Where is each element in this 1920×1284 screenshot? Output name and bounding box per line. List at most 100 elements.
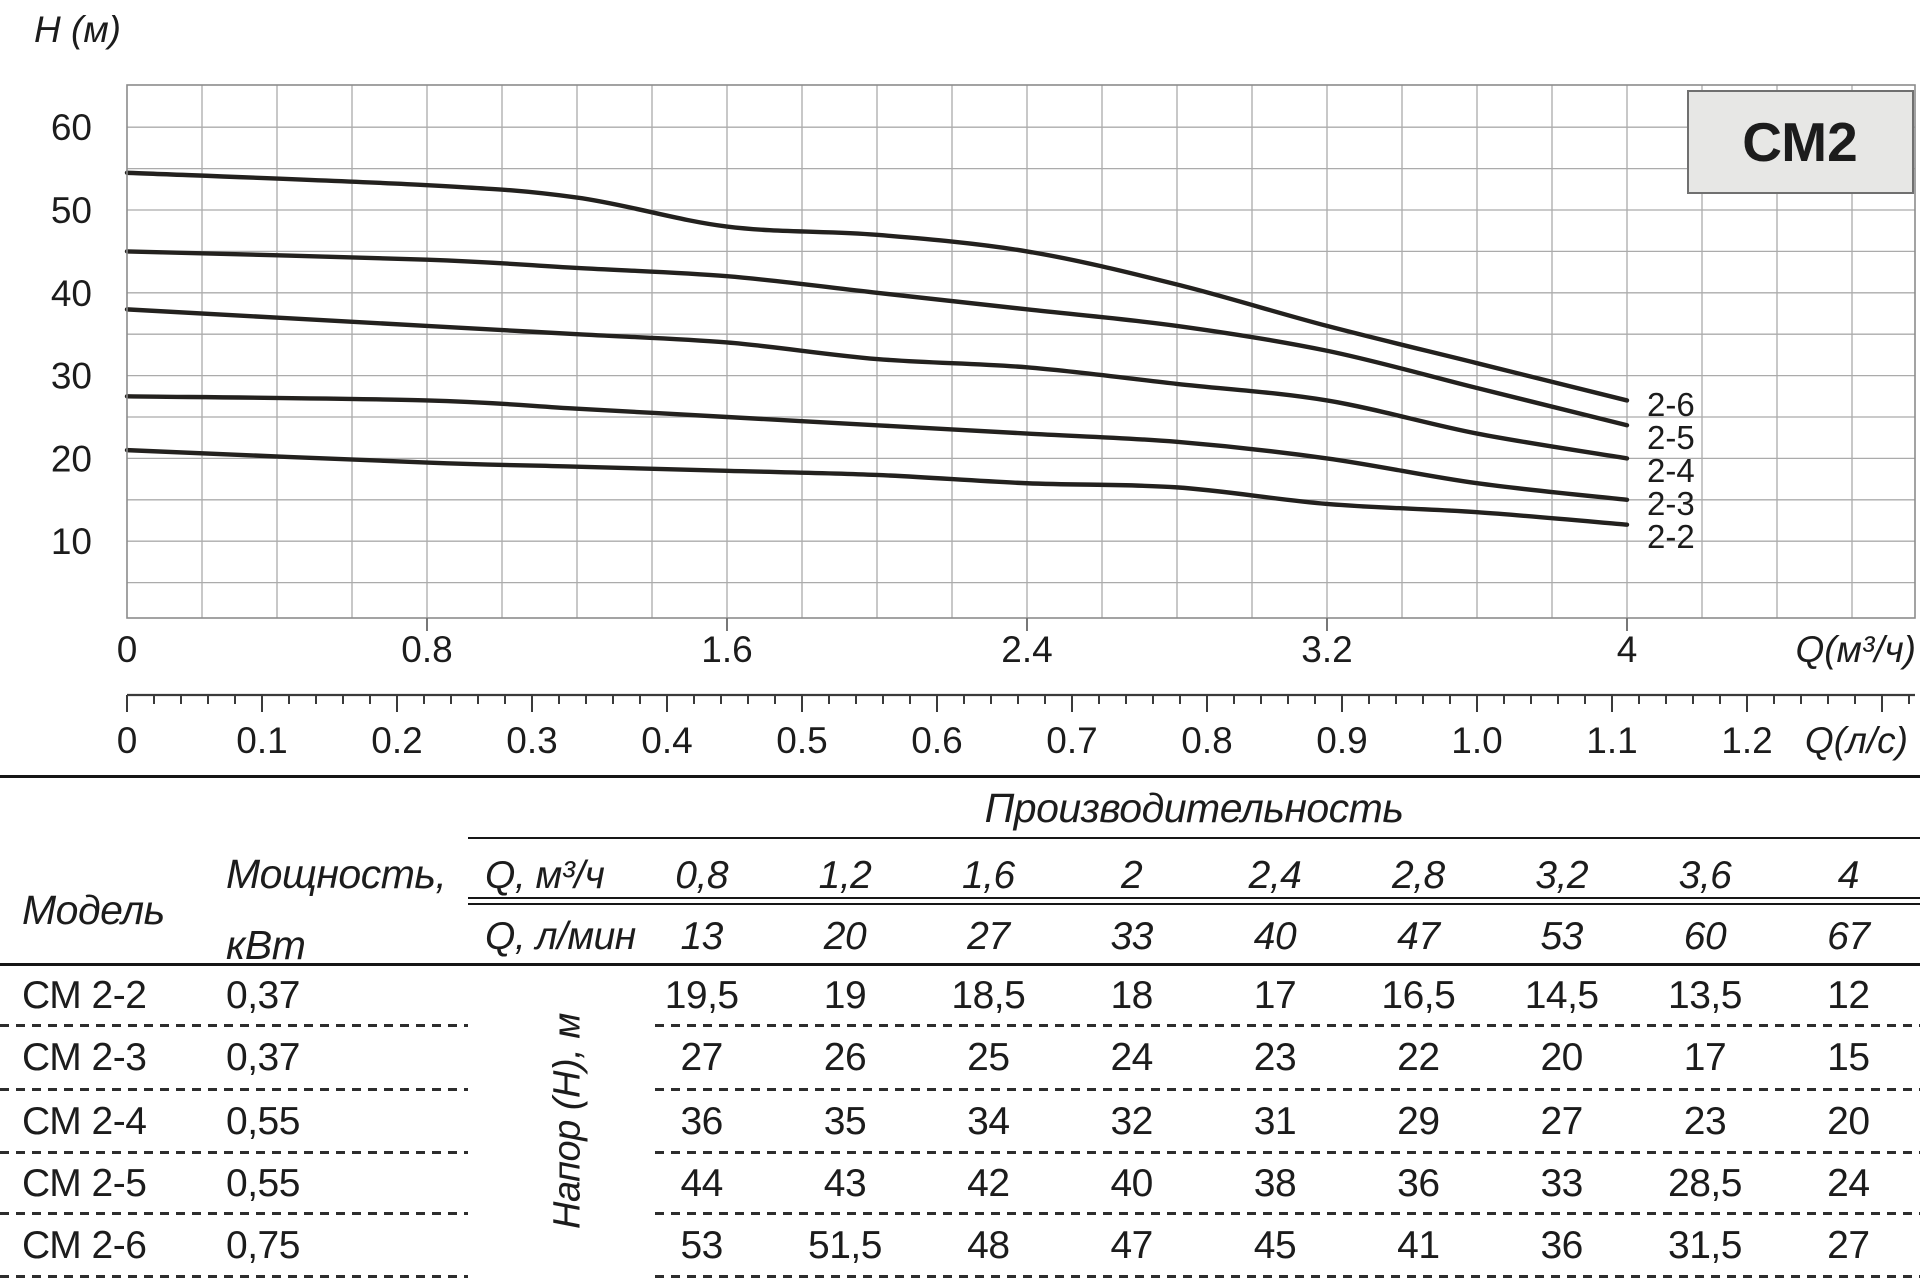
model-cell: СМ 2-6	[22, 1224, 147, 1267]
head-value-cell: 35	[823, 1100, 867, 1143]
model-cell: СМ 2-3	[22, 1036, 147, 1079]
pump-curves	[124, 170, 1630, 527]
ruler-tick-label: 0.5	[776, 720, 827, 761]
row-separator-left	[0, 1151, 468, 1154]
power-cell: 0,37	[226, 1036, 300, 1079]
x-tick-label: 3.2	[1301, 629, 1352, 670]
q-lmin-value: 27	[967, 915, 1010, 958]
head-value-cell: 19,5	[664, 974, 739, 1017]
ruler-tick-label: 0	[117, 720, 138, 761]
table-rule-top	[0, 775, 1920, 778]
head-value-cell: 42	[967, 1162, 1010, 1205]
y-axis-ticks: 10 20 30 40 50 60	[51, 107, 92, 562]
group-header: Производительность	[984, 785, 1404, 831]
q-lmin-value: 20	[823, 915, 867, 958]
head-column-label: Напор (Н), м	[546, 1013, 589, 1229]
q-m3h-value: 3,2	[1535, 854, 1589, 897]
model-column-header: Модель	[22, 887, 165, 933]
row-separator-right	[655, 1275, 1920, 1278]
head-value-cell: 12	[1827, 974, 1870, 1017]
head-value-cell: 25	[967, 1036, 1010, 1079]
x-tick-label: 1.6	[701, 629, 752, 670]
q-m3h-value: 1,6	[961, 854, 1015, 897]
head-value-cell: 48	[967, 1224, 1010, 1267]
y-tick-label: 10	[51, 521, 92, 562]
curve-label-2-4: 2-4	[1647, 452, 1695, 489]
power-cell: 0,75	[226, 1224, 300, 1267]
row-separator-right	[655, 1088, 1920, 1091]
pump-curves-chart: Н (м) 10 20 30 40 50 60 0 0.8 1.6 2.4 3.2 4 0 0.1 0.…	[34, 9, 1916, 761]
curve-label-2-5: 2-5	[1647, 419, 1695, 456]
head-value-cell: 15	[1827, 1036, 1870, 1079]
head-value-cell: 40	[1110, 1162, 1153, 1205]
q-m3h-value: 2,8	[1391, 854, 1445, 897]
table-rule-under-group-header	[468, 837, 1920, 839]
head-value-cell: 18,5	[951, 974, 1026, 1017]
row-separator-left	[0, 1088, 468, 1091]
y-tick-label: 20	[51, 438, 92, 479]
y-axis-label: Н (м)	[34, 9, 121, 50]
q-lmin-value: 53	[1540, 915, 1583, 958]
x-tick-label: 0	[117, 629, 138, 670]
curve-2-3	[124, 394, 1630, 502]
x-axis-secondary-label: Q(л/с)	[1805, 720, 1908, 761]
ruler-tick-label: 0.8	[1181, 720, 1232, 761]
head-value-cell: 51,5	[808, 1224, 882, 1267]
head-value-cell: 47	[1110, 1224, 1153, 1267]
head-value-cell: 23	[1253, 1036, 1297, 1079]
q-m3h-value: 4	[1837, 854, 1860, 897]
row-separator-left	[0, 1024, 468, 1027]
head-value-cell: 36	[1540, 1224, 1583, 1267]
q-lmin-value: 33	[1110, 915, 1153, 958]
y-tick-label: 40	[51, 273, 92, 314]
head-value-cell: 20	[1827, 1100, 1870, 1143]
ruler-tick-label: 0.2	[371, 720, 422, 761]
model-cell: СМ 2-5	[22, 1162, 147, 1205]
head-value-cell: 17	[1253, 974, 1297, 1017]
head-value-cell: 23	[1683, 1100, 1727, 1143]
ruler-tick-label: 1.0	[1451, 720, 1502, 761]
row-separator-left	[0, 1212, 468, 1215]
curve-2-2	[124, 447, 1630, 527]
q-lmin-value: 13	[680, 915, 723, 958]
head-value-cell: 26	[823, 1036, 867, 1079]
head-value-cell: 13,5	[1668, 974, 1742, 1017]
curve-labels: 2-62-52-42-32-2	[1647, 386, 1695, 555]
q-lmin-value: 40	[1253, 915, 1297, 958]
performance-table: Производительность Q, м³/ч 0,8 1,2 1,6 2 2,4…	[0, 775, 1920, 1284]
head-value-cell: 44	[680, 1162, 723, 1205]
head-value-cell: 27	[1827, 1224, 1870, 1267]
head-value-cell: 32	[1110, 1100, 1153, 1143]
q-m3h-value: 1,2	[818, 854, 872, 897]
q-m3h-value: 0,8	[675, 854, 729, 897]
power-column-header-line1: Мощность,	[226, 851, 447, 897]
ruler-tick-label: 0.1	[236, 720, 287, 761]
x-axis-primary-label: Q(м³/ч)	[1795, 629, 1916, 670]
q-lmin-value: 60	[1683, 915, 1727, 958]
curve-2-5	[124, 249, 1630, 428]
q-lmin-row-label: Q, л/мин	[485, 915, 636, 958]
y-tick-label: 50	[51, 190, 92, 231]
power-cell: 0,55	[226, 1162, 300, 1205]
power-column-header-line2: кВт	[226, 922, 306, 968]
table-rule-mid	[0, 963, 1920, 966]
row-separator-left	[0, 1275, 468, 1278]
series-badge-label: СМ2	[1742, 111, 1857, 173]
q-lmin-value: 67	[1827, 915, 1870, 958]
plot-border	[126, 84, 1916, 619]
curve-label-2-3: 2-3	[1647, 485, 1695, 522]
ruler-tick-label: 0.9	[1316, 720, 1367, 761]
curve-2-4	[124, 307, 1630, 461]
head-value-cell: 16,5	[1381, 974, 1456, 1017]
power-cell: 0,37	[226, 974, 300, 1017]
q-lmin-value: 47	[1397, 915, 1440, 958]
head-value-cell: 38	[1253, 1162, 1297, 1205]
head-value-cell: 43	[823, 1162, 867, 1205]
head-value-cell: 34	[967, 1100, 1010, 1143]
x-axis-primary-ticks: 0 0.8 1.6 2.4 3.2 4	[117, 618, 1637, 670]
model-cell: СМ 2-4	[22, 1100, 147, 1143]
row-separator-right	[655, 1212, 1920, 1215]
ruler-tick-label: 0.7	[1046, 720, 1097, 761]
head-value-cell: 17	[1683, 1036, 1727, 1079]
